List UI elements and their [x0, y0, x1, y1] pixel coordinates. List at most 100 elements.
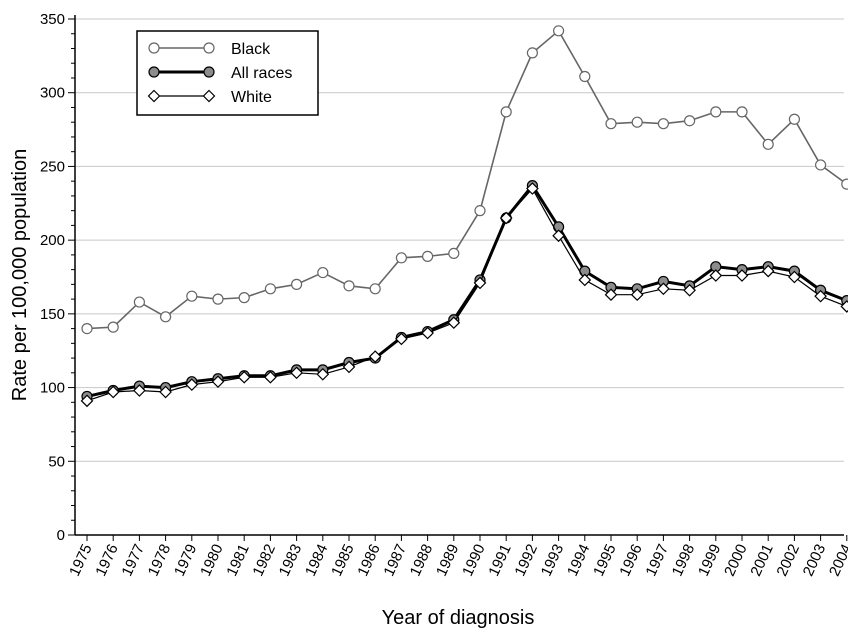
legend-marker-all-races: [148, 66, 160, 78]
data-point-white: [604, 288, 618, 302]
legend-label-all-races: All races: [231, 65, 292, 82]
data-point-black: [762, 138, 774, 150]
x-tick-label: 1983: [276, 542, 306, 579]
data-point-black: [552, 25, 565, 37]
series-black: [81, 25, 848, 335]
data-point-black: [160, 311, 172, 323]
legend-marker-white: [147, 89, 161, 103]
data-point-white: [447, 316, 461, 330]
y-tick-label: 200: [40, 232, 65, 249]
x-tick-label: 1990: [459, 542, 489, 579]
data-point-black: [605, 118, 617, 130]
data-point-white: [814, 289, 827, 303]
data-point-black: [238, 292, 250, 304]
x-tick-label: 1984: [302, 542, 332, 579]
data-point-black: [291, 278, 303, 290]
x-tick-label: 1989: [433, 542, 463, 579]
data-point-black: [212, 293, 224, 305]
x-tick-label: 1994: [564, 542, 594, 579]
data-point-white: [526, 182, 539, 195]
data-point-black: [317, 266, 329, 279]
data-point-white: [185, 378, 199, 391]
x-tick-label: 1988: [407, 542, 437, 579]
x-tick-label: 1978: [145, 542, 175, 579]
data-point-white: [499, 211, 513, 225]
y-tick-label: 50: [48, 453, 65, 470]
x-tick-label: 1979: [171, 542, 201, 579]
series-line-all-races: [86, 183, 848, 398]
series-line-white: [86, 187, 848, 402]
y-tick-label: 100: [40, 380, 65, 397]
data-point-black: [579, 70, 591, 83]
x-tick-label: 2003: [800, 542, 830, 579]
data-point-white: [106, 385, 120, 399]
data-point-white: [264, 370, 277, 384]
x-tick-label: 1987: [381, 542, 411, 579]
data-point-white: [421, 326, 434, 340]
data-point-white: [683, 283, 696, 297]
data-point-black: [788, 113, 801, 125]
x-tick-label: 1996: [616, 542, 646, 579]
data-point-black: [369, 283, 381, 295]
y-axis-title: Rate per 100,000 population: [9, 149, 31, 401]
data-point-black: [814, 159, 827, 171]
y-tick-label: 150: [40, 306, 65, 323]
y-tick-label: 300: [40, 85, 65, 102]
data-point-white: [473, 276, 487, 290]
data-point-white: [80, 394, 94, 408]
data-point-white: [657, 282, 670, 296]
data-point-black: [657, 118, 670, 130]
data-point-black: [474, 205, 486, 217]
data-point-black: [631, 116, 643, 128]
data-point-black: [710, 106, 722, 118]
x-tick-label: 1982: [250, 542, 280, 579]
legend-marker-black: [203, 42, 215, 54]
data-point-black: [422, 250, 434, 262]
x-axis-ticks: 1975197619771978197919801981198219831984…: [66, 535, 848, 579]
data-point-white: [159, 385, 172, 399]
series-group: [80, 25, 848, 408]
data-point-white: [630, 288, 644, 302]
data-point-black: [500, 106, 512, 118]
legend-label-black: Black: [231, 41, 271, 58]
x-tick-label: 1992: [512, 542, 542, 579]
x-tick-label: 2000: [721, 542, 751, 579]
legend-marker-black: [148, 42, 160, 54]
x-tick-label: 2004: [826, 542, 848, 579]
data-point-black: [526, 47, 539, 59]
legend-marker-all-races: [203, 66, 215, 78]
x-tick-label: 1993: [538, 542, 568, 579]
data-point-black: [107, 321, 119, 333]
data-point-white: [788, 270, 801, 284]
data-point-white: [761, 264, 775, 278]
legend-marker-white: [202, 89, 216, 103]
x-tick-label: 2002: [774, 542, 804, 579]
legend-label-white: White: [231, 89, 272, 106]
data-point-black: [133, 296, 145, 308]
x-tick-label: 1986: [354, 542, 384, 579]
x-tick-label: 1975: [66, 542, 96, 579]
data-point-white: [316, 367, 330, 381]
data-point-white: [368, 350, 382, 363]
x-axis-title: Year of diagnosis: [382, 607, 535, 629]
legend: Black All races White: [136, 30, 319, 116]
data-point-white: [290, 366, 303, 380]
data-point-black: [81, 323, 93, 335]
data-point-black: [683, 115, 696, 127]
data-point-white: [840, 300, 848, 313]
data-point-black: [736, 106, 748, 118]
data-point-white: [395, 332, 408, 346]
data-point-black: [448, 247, 460, 260]
data-point-white: [552, 229, 565, 243]
data-point-white: [735, 269, 749, 282]
data-point-white: [578, 273, 592, 287]
y-tick-label: 350: [40, 11, 65, 28]
data-point-black: [395, 252, 407, 264]
data-point-white: [133, 384, 146, 397]
x-tick-label: 1977: [119, 542, 149, 579]
x-tick-label: 1985: [328, 542, 358, 579]
data-point-white: [709, 269, 723, 282]
x-tick-label: 1991: [485, 542, 515, 579]
data-point-black: [343, 280, 355, 292]
